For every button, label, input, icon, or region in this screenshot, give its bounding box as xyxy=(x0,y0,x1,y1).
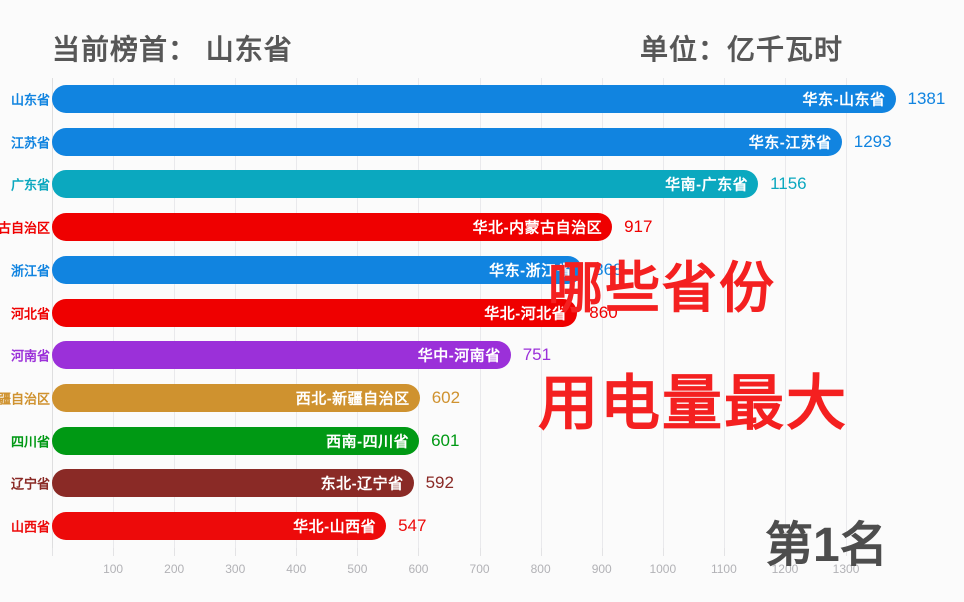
bar-value-label: 1156 xyxy=(770,174,807,194)
x-tick-mark xyxy=(723,548,725,556)
x-tick-label: 400 xyxy=(286,562,307,576)
bar-row[interactable]: 四川省 西南-四川省 601 xyxy=(0,420,964,462)
bar-value-label: 547 xyxy=(398,516,427,535)
current-leader-title: 当前榜首： 山东省 xyxy=(52,34,293,65)
bar-category-label: 山东省 xyxy=(10,92,50,108)
bar-series-label: 华东-山东省 xyxy=(802,91,886,109)
bar-category-label: 四川省 xyxy=(10,434,50,450)
x-tick-mark xyxy=(479,548,481,556)
x-tick-label: 300 xyxy=(225,562,246,576)
bar-category-label: 广东省 xyxy=(10,177,50,193)
x-tick-mark xyxy=(662,548,664,556)
bar-row[interactable]: 新疆自治区 西北-新疆自治区 602 xyxy=(0,377,964,419)
bar-category-label: 内蒙古自治区 xyxy=(0,220,50,236)
bar-row[interactable]: 山东省 华东-山东省 1381 xyxy=(0,78,964,120)
x-tick-label: 100 xyxy=(103,562,124,576)
x-tick-label: 800 xyxy=(530,562,551,576)
x-tick-mark xyxy=(846,548,848,556)
bar-value-label: 601 xyxy=(431,430,460,450)
bar-row[interactable]: 河北省 华北-河北省 860 xyxy=(0,292,964,334)
bar-category-label: 河北省 xyxy=(10,306,50,321)
bar-series-label: 东北-辽宁省 xyxy=(320,475,404,493)
bar-value-label: 860 xyxy=(589,302,618,322)
bar[interactable]: 华北-内蒙古自治区 xyxy=(52,213,613,242)
x-tick-label: 200 xyxy=(164,562,185,576)
bar-value-label: 602 xyxy=(431,387,461,407)
bar-category-label: 浙江省 xyxy=(10,263,50,279)
bar-series-label: 华北-山西省 xyxy=(293,518,377,536)
x-tick-label: 700 xyxy=(469,562,490,576)
bar-row[interactable]: 江苏省 华东-江苏省 1293 xyxy=(0,121,964,163)
x-tick-label: 600 xyxy=(408,562,429,576)
gridline xyxy=(723,78,725,548)
x-tick-mark xyxy=(540,548,542,556)
x-tick-label: 1300 xyxy=(832,562,860,576)
bar-value-label: 751 xyxy=(522,345,552,365)
bar-series-label: 华中-河南省 xyxy=(417,347,501,365)
unit-label: 单位：亿千瓦时 xyxy=(640,34,844,65)
overlay-caption-line2: 用电量最大 xyxy=(538,370,848,437)
x-tick-mark xyxy=(784,548,786,556)
bar-row[interactable]: 河南省 华中-河南省 751 xyxy=(0,334,964,376)
x-tick-label: 500 xyxy=(347,562,368,576)
bar[interactable]: 华东-浙江省 xyxy=(52,255,583,284)
gridline xyxy=(846,78,848,548)
x-axis: 100 200 300 400 500 600 700 800 900 1000 1100 1200 1… xyxy=(0,548,964,588)
plot-area: 山东省 华东-山东省 1381 江苏省 华东-江苏省 1293 广东省 华南-广东省 1156 内… xyxy=(0,78,964,548)
rank-indicator: 第1名 xyxy=(765,519,888,572)
bar[interactable]: 华北-河北省 xyxy=(52,298,578,327)
bar-series-label: 华东-江苏省 xyxy=(748,134,832,152)
x-tick-mark xyxy=(418,548,420,556)
bar[interactable]: 西北-新疆自治区 xyxy=(52,383,420,412)
gridline xyxy=(601,78,603,548)
bar-row[interactable]: 山西省 华北-山西省 547 xyxy=(0,505,964,547)
bar[interactable]: 华南-广东省 xyxy=(52,170,759,199)
bar[interactable]: 华东-山东省 xyxy=(52,85,896,113)
bar-series-label: 华东-浙江省 xyxy=(489,262,573,280)
bar-category-label: 河南省 xyxy=(10,348,50,364)
x-tick-mark xyxy=(235,548,237,556)
x-tick-mark xyxy=(357,548,359,556)
bar-value-label: 592 xyxy=(425,473,454,493)
x-tick-mark xyxy=(296,548,298,556)
bar-row[interactable]: 内蒙古自治区 华北-内蒙古自治区 917 xyxy=(0,206,964,248)
bar-value-label: 1381 xyxy=(907,89,946,108)
bar-series-label: 西南-四川省 xyxy=(326,433,410,451)
x-tick-mark xyxy=(52,548,53,556)
x-tick-mark xyxy=(174,548,176,556)
overlay-caption-line1: 哪些省份 xyxy=(548,257,777,319)
bar-value-label: 868 xyxy=(594,259,623,279)
bar-row[interactable]: 广东省 华南-广东省 1156 xyxy=(0,163,964,205)
x-tick-label: 1200 xyxy=(771,562,799,576)
bar[interactable]: 西南-四川省 xyxy=(52,426,420,455)
bar-series-label: 华北-河北省 xyxy=(484,305,568,322)
x-tick-label: 1100 xyxy=(710,562,737,576)
bar-category-label: 山西省 xyxy=(10,519,50,535)
bar-row[interactable]: 浙江省 华东-浙江省 868 xyxy=(0,249,964,291)
bar[interactable]: 华东-江苏省 xyxy=(52,127,842,156)
bar-series-label: 华北-内蒙古自治区 xyxy=(472,219,603,237)
bar[interactable]: 东北-辽宁省 xyxy=(52,469,414,498)
gridline xyxy=(784,78,786,548)
bar-category-label: 新疆自治区 xyxy=(0,391,50,407)
bar-row[interactable]: 辽宁省 东北-辽宁省 592 xyxy=(0,462,964,504)
bar-value-label: 1293 xyxy=(853,131,892,151)
x-tick-mark xyxy=(113,548,115,556)
bar[interactable]: 华中-河南省 xyxy=(52,341,511,370)
bar-value-label: 917 xyxy=(624,217,653,237)
bar[interactable]: 华北-山西省 xyxy=(52,512,387,540)
x-tick-label: 900 xyxy=(591,562,612,576)
bar-series-label: 西北-新疆自治区 xyxy=(295,390,410,408)
bar-category-label: 辽宁省 xyxy=(10,476,50,492)
bar-category-label: 江苏省 xyxy=(10,135,50,151)
gridline xyxy=(662,78,664,548)
x-tick-mark xyxy=(601,548,603,556)
x-tick-label: 1000 xyxy=(649,562,677,576)
bar-series-label: 华南-广东省 xyxy=(665,176,749,194)
